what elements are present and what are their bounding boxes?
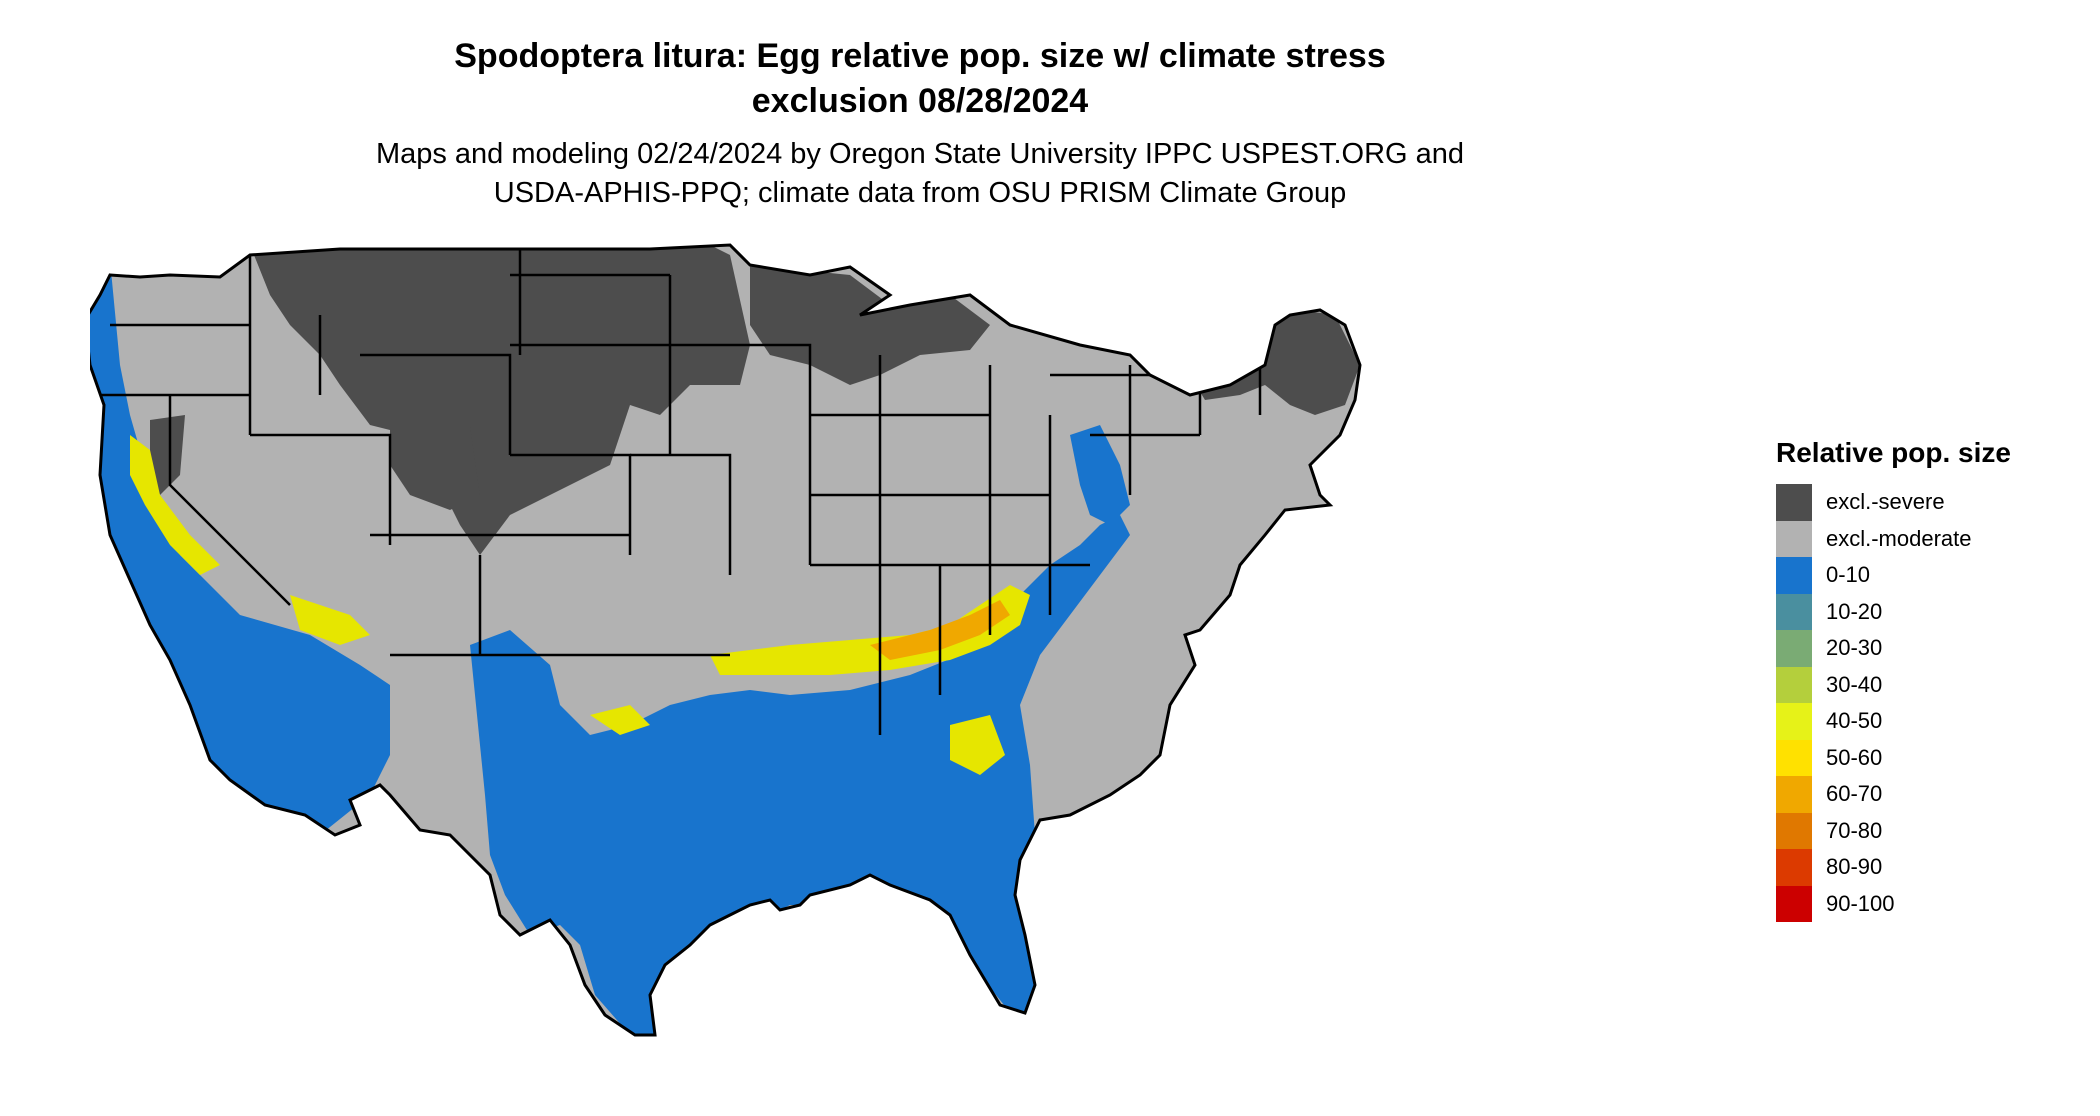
suitable-region-gulf-coast [470,515,1130,1035]
legend-swatch [1776,739,1812,776]
legend-item: excl.-severe [1776,484,2076,521]
legend-label: 70-80 [1826,817,1883,843]
legend-item: 40-50 [1776,703,2076,740]
band-florida-central [950,715,1005,775]
legend-swatch [1776,557,1812,594]
legend-item: 80-90 [1776,849,2076,886]
chart-subtitle-line-1: Maps and modeling 02/24/2024 by Oregon S… [375,138,1465,170]
band-texas-coast [590,705,650,735]
band-gulf-40-60 [710,585,1030,675]
legend-item: 70-80 [1776,812,2076,849]
chart-title-line-2: exclusion 08/28/2024 [751,82,1089,120]
legend-label: 20-30 [1826,635,1883,661]
legend-swatch [1776,776,1812,813]
legend-item: 10-20 [1776,593,2076,630]
legend-label: 60-70 [1826,781,1883,807]
legend-swatch [1776,630,1812,667]
legend: Relative pop. size excl.-severe excl.-mod… [1776,436,2076,922]
band-arizona [290,595,370,645]
chart-title-line-1: Spodoptera litura: Egg relative pop. siz… [454,37,1386,75]
legend-label: 40-50 [1826,708,1883,734]
legend-swatch [1776,885,1812,922]
legend-swatch [1776,703,1812,740]
suitable-region-west-coast [90,260,390,835]
excl-severe-region-sierra [150,415,185,495]
legend-swatch [1776,520,1812,557]
legend-label: excl.-moderate [1826,525,1972,551]
legend-title: Relative pop. size [1776,437,2011,468]
legend-item: 30-40 [1776,666,2076,703]
excl-severe-region-north-plains [250,245,750,555]
legend-label: 10-20 [1826,598,1883,624]
us-map-svg [90,243,1362,1037]
legend-item: 0-10 [1776,557,2076,594]
excl-severe-region-rockies [390,425,480,510]
legend-item: excl.-moderate [1776,520,2076,557]
legend-item: 60-70 [1776,776,2076,813]
legend-item: 90-100 [1776,885,2076,922]
band-california-central [130,435,220,575]
chart-subtitle-line-2: USDA-APHIS-PPQ; climate data from OSU PR… [493,177,1347,209]
legend-swatch [1776,849,1812,886]
legend-swatch [1776,666,1812,703]
legend-item: 20-30 [1776,630,2076,667]
legend-swatch [1776,812,1812,849]
legend-label: excl.-severe [1826,489,1945,515]
legend-label: 30-40 [1826,671,1883,697]
excl-severe-region-new-england [1190,310,1360,415]
legend-label: 80-90 [1826,854,1883,880]
legend-label: 90-100 [1826,890,1895,916]
legend-label: 50-60 [1826,744,1883,770]
suitable-region-mid-atlantic [1070,425,1130,525]
legend-item: 50-60 [1776,739,2076,776]
legend-items: excl.-severe excl.-moderate 0-10 10-20 20-30… [1776,484,2076,922]
legend-swatch [1776,484,1812,521]
us-map [90,235,1750,1115]
legend-label: 0-10 [1826,562,1871,588]
legend-swatch [1776,593,1812,630]
